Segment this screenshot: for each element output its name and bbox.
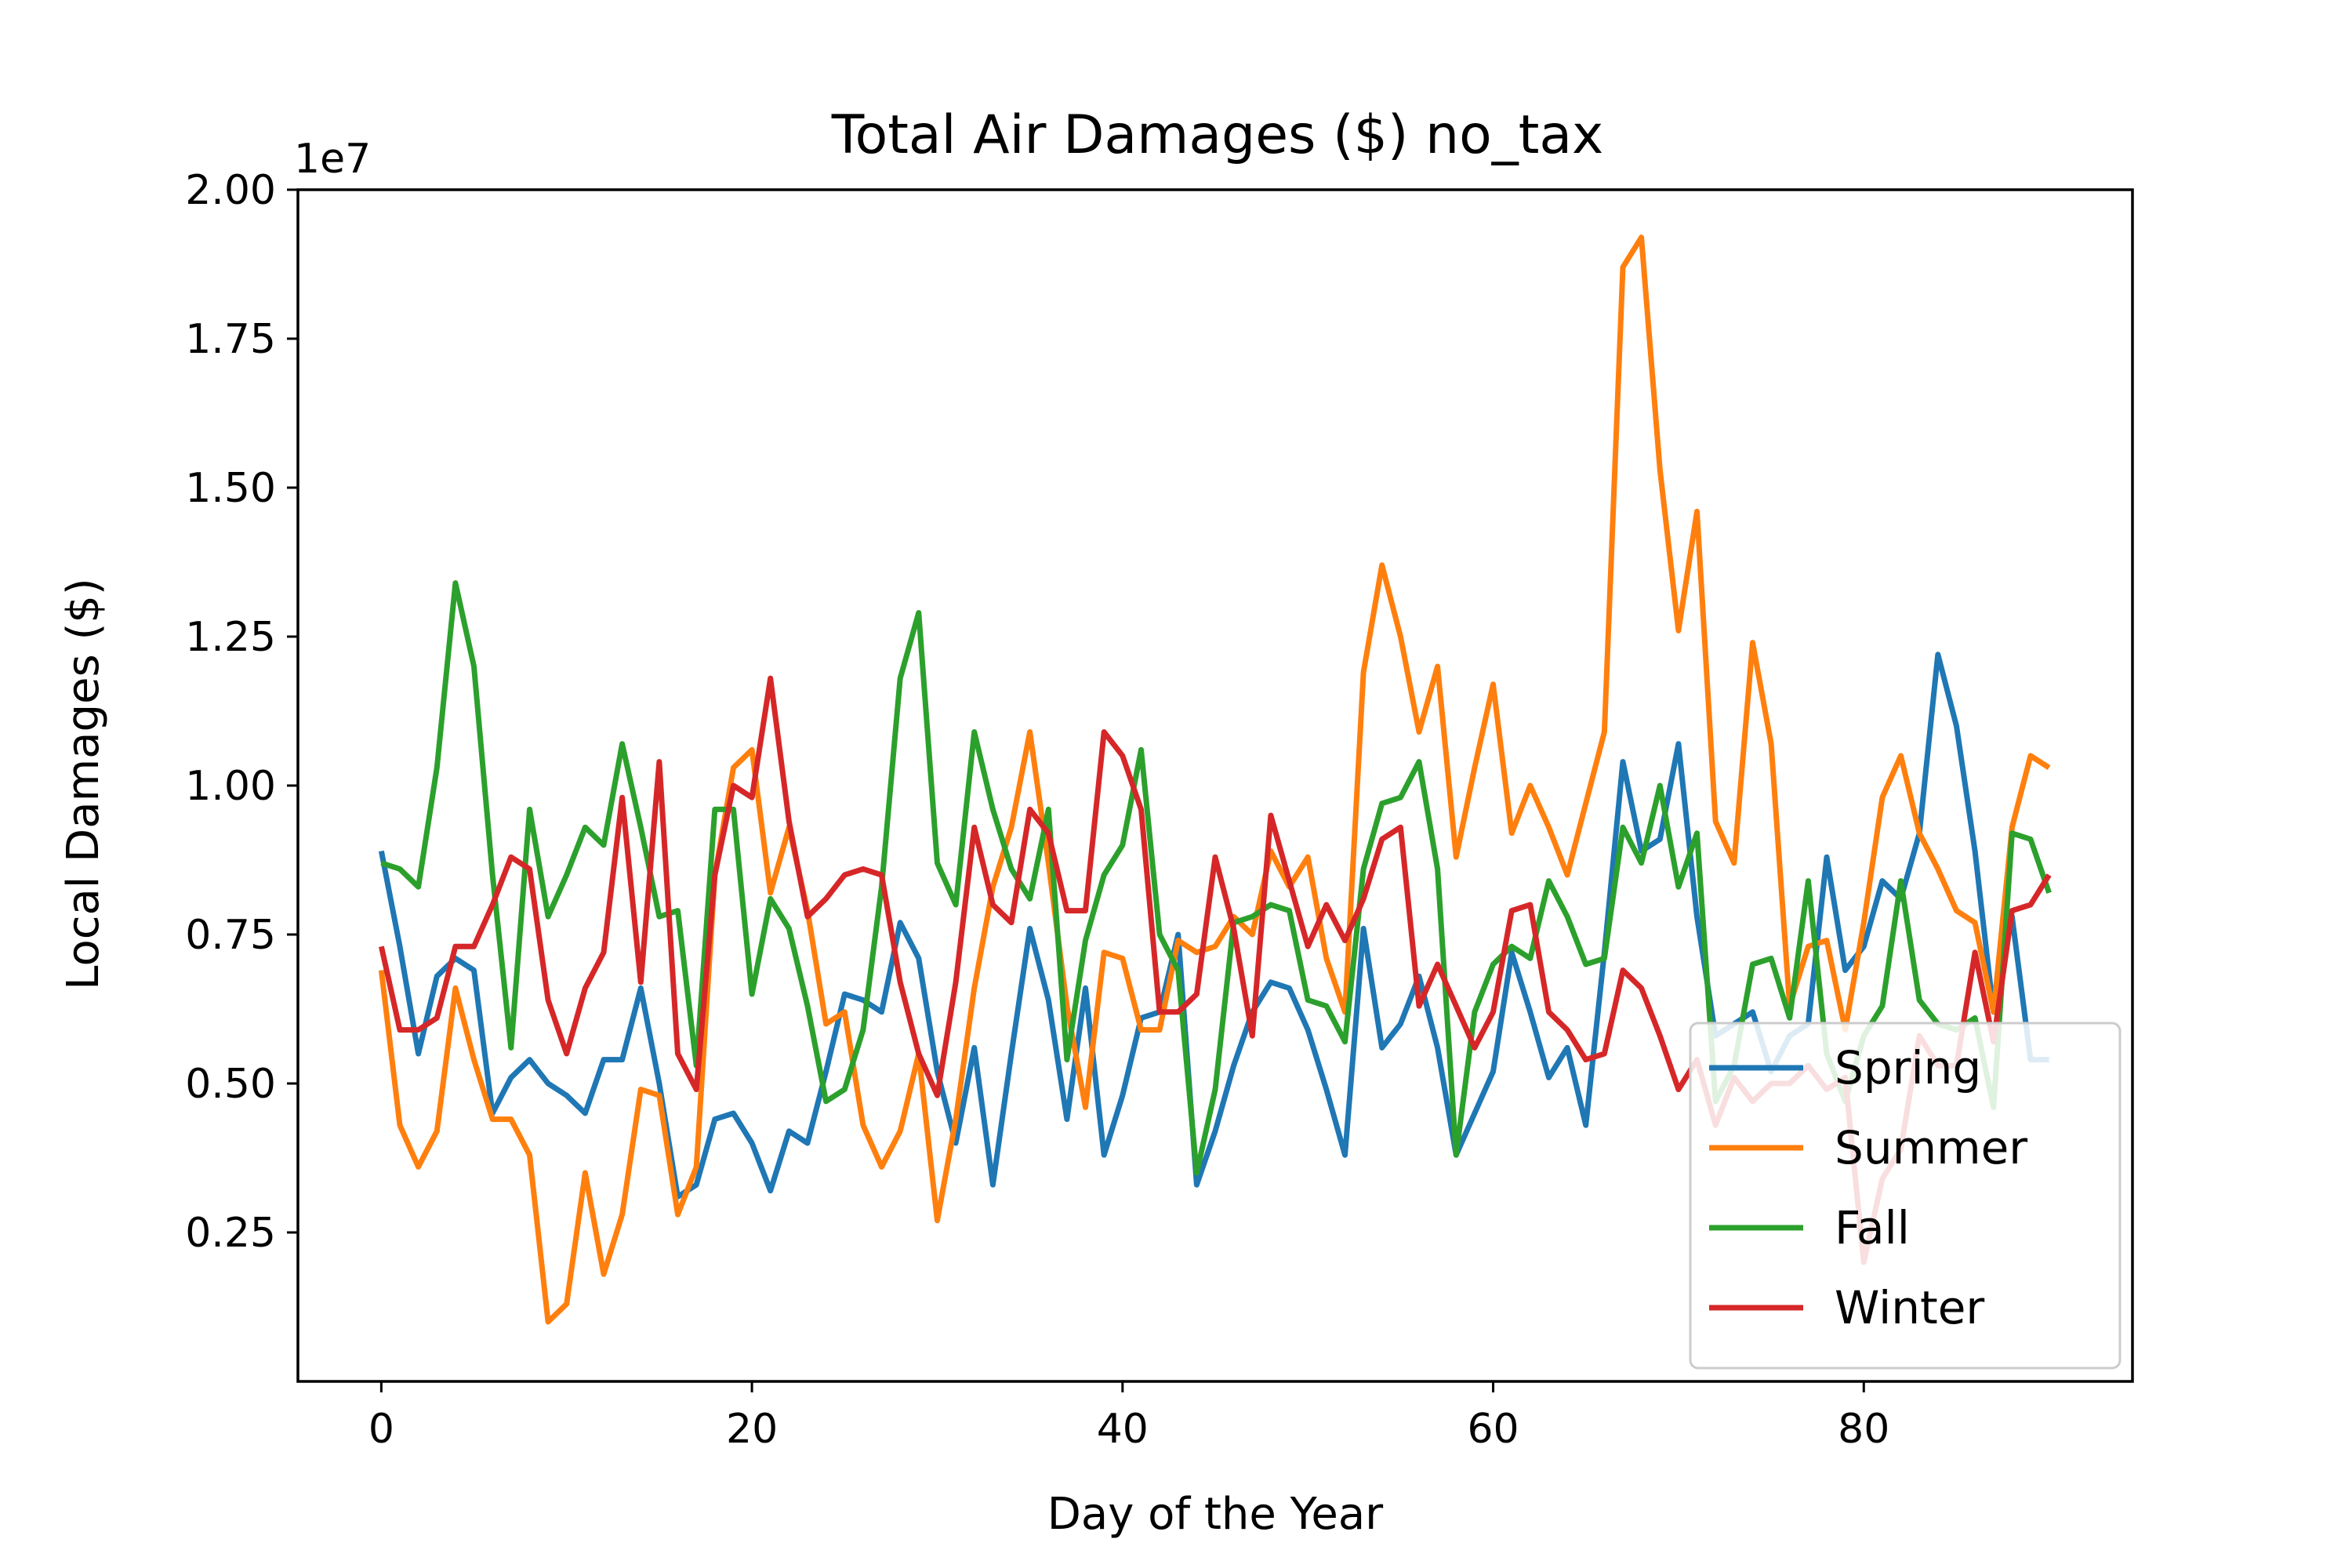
x-tick-label: 20 [726, 1406, 778, 1453]
x-tick-label: 40 [1097, 1406, 1149, 1453]
x-axis-ticks: 0 20 40 60 80 [368, 1381, 1889, 1453]
y-axis-offset-label: 1e7 [294, 136, 371, 183]
legend-label-summer: Summer [1835, 1121, 2027, 1174]
y-tick-label: 1.00 [185, 763, 276, 810]
y-axis-ticks: 0.25 0.50 0.75 1.00 1.25 1.50 1.75 2.00 [185, 167, 298, 1257]
x-axis-label: Day of the Year [1047, 1489, 1384, 1540]
legend-label-winter: Winter [1835, 1281, 1984, 1334]
legend-items: Spring Summer Fall Winter [1709, 1041, 2027, 1334]
y-axis-label: Local Damages ($) [58, 578, 109, 990]
series-line-fall [380, 580, 2052, 1176]
y-tick-label: 1.75 [185, 316, 276, 363]
y-tick-label: 0.75 [185, 912, 276, 959]
chart-title: Total Air Damages ($) no_tax [831, 104, 1604, 166]
x-tick-label: 80 [1838, 1406, 1889, 1453]
y-tick-label: 2.00 [185, 167, 276, 214]
legend-label-fall: Fall [1835, 1201, 1910, 1254]
legend: Spring Summer Fall Winter [1689, 1022, 2122, 1370]
y-tick-label: 1.50 [185, 465, 276, 512]
legend-label-spring: Spring [1835, 1041, 1981, 1094]
x-tick-label: 0 [368, 1406, 394, 1453]
legend-box [1689, 1022, 2122, 1370]
series-line-summer [378, 234, 2051, 1325]
y-tick-label: 0.25 [185, 1210, 276, 1257]
y-tick-label: 1.25 [185, 614, 276, 661]
x-tick-label: 60 [1467, 1406, 1519, 1453]
y-tick-label: 0.50 [185, 1061, 276, 1108]
